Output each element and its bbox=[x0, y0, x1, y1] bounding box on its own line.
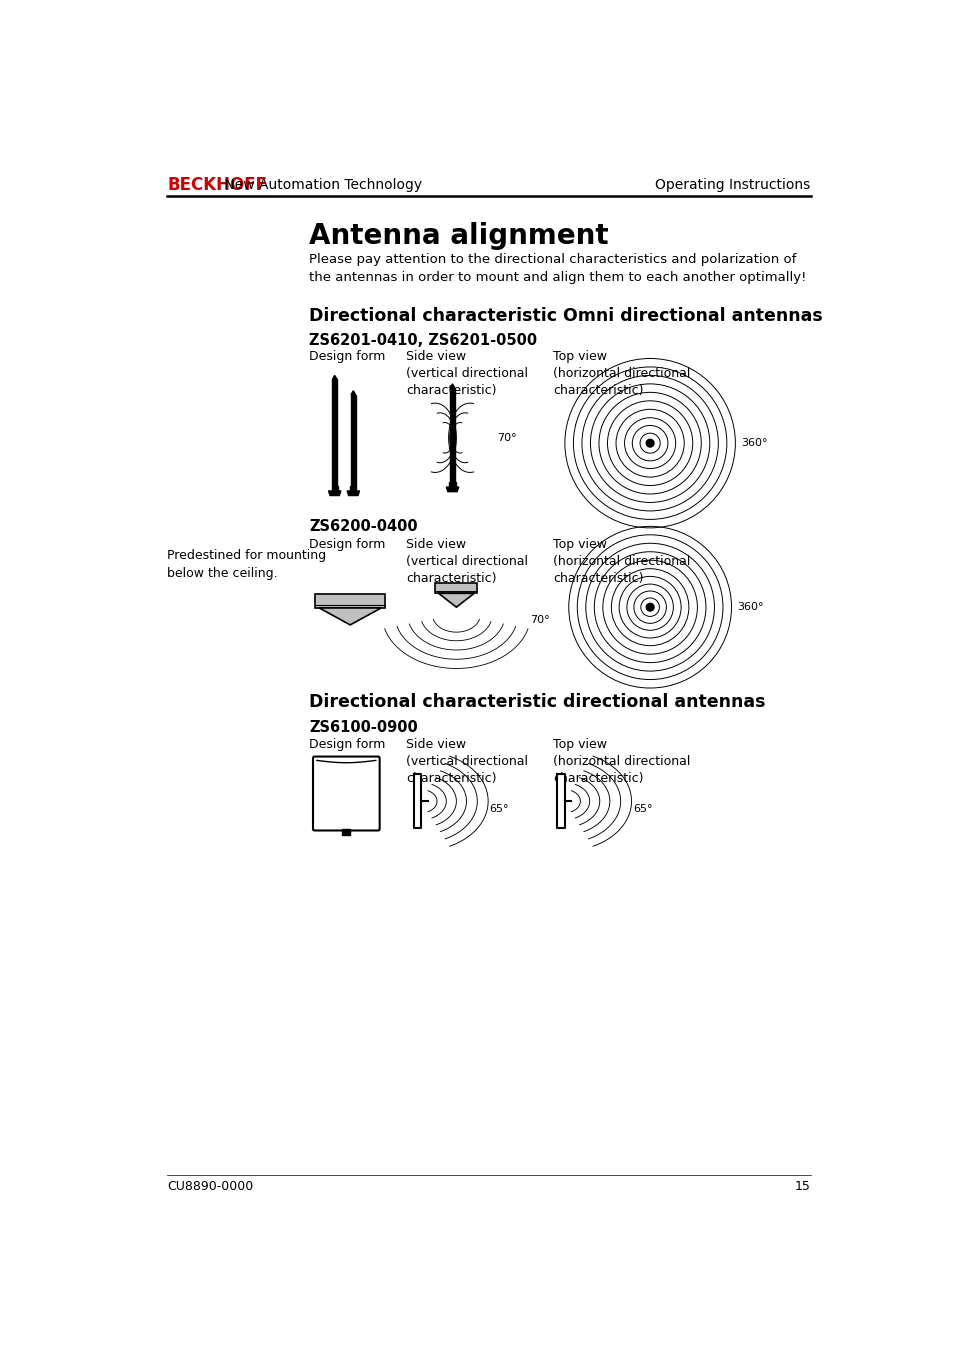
Text: 360°: 360° bbox=[740, 438, 766, 449]
Text: BECKHOFF: BECKHOFF bbox=[167, 176, 267, 195]
Text: Side view
(vertical directional
characteristic): Side view (vertical directional characte… bbox=[406, 350, 527, 397]
Polygon shape bbox=[435, 582, 476, 593]
FancyBboxPatch shape bbox=[313, 757, 379, 831]
Polygon shape bbox=[450, 388, 455, 482]
Polygon shape bbox=[446, 488, 458, 492]
Text: 360°: 360° bbox=[736, 603, 762, 612]
Polygon shape bbox=[414, 774, 421, 828]
Text: 70°: 70° bbox=[530, 615, 549, 626]
Polygon shape bbox=[450, 384, 455, 388]
Text: Top view
(horizontal directional
characteristic): Top view (horizontal directional charact… bbox=[553, 738, 690, 785]
Polygon shape bbox=[332, 376, 336, 380]
Polygon shape bbox=[328, 490, 340, 496]
Polygon shape bbox=[350, 486, 356, 490]
Text: Design form: Design form bbox=[309, 538, 385, 551]
Polygon shape bbox=[332, 486, 337, 490]
Text: New Automation Technology: New Automation Technology bbox=[220, 178, 421, 192]
Text: Design form: Design form bbox=[309, 350, 385, 363]
Text: ZS6100-0900: ZS6100-0900 bbox=[309, 720, 417, 735]
Text: Design form: Design form bbox=[309, 738, 385, 751]
Text: CU8890-0000: CU8890-0000 bbox=[167, 1179, 253, 1193]
Text: Operating Instructions: Operating Instructions bbox=[655, 178, 810, 192]
Text: Directional characteristic directional antennas: Directional characteristic directional a… bbox=[309, 693, 765, 712]
Polygon shape bbox=[438, 593, 474, 607]
Text: Directional characteristic Omni directional antennas: Directional characteristic Omni directio… bbox=[309, 307, 822, 324]
Text: Antenna alignment: Antenna alignment bbox=[309, 222, 608, 250]
Text: ZS6201-0410, ZS6201-0500: ZS6201-0410, ZS6201-0500 bbox=[309, 334, 537, 349]
Text: Side view
(vertical directional
characteristic): Side view (vertical directional characte… bbox=[406, 538, 527, 585]
Polygon shape bbox=[449, 482, 456, 488]
Polygon shape bbox=[351, 390, 355, 394]
Polygon shape bbox=[351, 394, 355, 486]
Text: Top view
(horizontal directional
characteristic): Top view (horizontal directional charact… bbox=[553, 538, 690, 585]
Polygon shape bbox=[319, 608, 381, 626]
Polygon shape bbox=[332, 380, 336, 486]
Text: 15: 15 bbox=[794, 1179, 810, 1193]
Text: 70°: 70° bbox=[497, 432, 517, 443]
Polygon shape bbox=[315, 594, 385, 608]
Circle shape bbox=[645, 439, 654, 447]
Text: ZS6200-0400: ZS6200-0400 bbox=[309, 519, 417, 535]
Text: Side view
(vertical directional
characteristic): Side view (vertical directional characte… bbox=[406, 738, 527, 785]
Text: Top view
(horizontal directional
characteristic): Top view (horizontal directional charact… bbox=[553, 350, 690, 397]
Text: Please pay attention to the directional characteristics and polarization of
the : Please pay attention to the directional … bbox=[309, 253, 805, 284]
Text: 65°: 65° bbox=[633, 804, 652, 813]
Polygon shape bbox=[342, 830, 350, 835]
Polygon shape bbox=[347, 490, 359, 496]
Text: 65°: 65° bbox=[489, 804, 509, 813]
Circle shape bbox=[645, 604, 654, 611]
Polygon shape bbox=[557, 774, 564, 828]
Text: Predestined for mounting
below the ceiling.: Predestined for mounting below the ceili… bbox=[167, 549, 326, 580]
